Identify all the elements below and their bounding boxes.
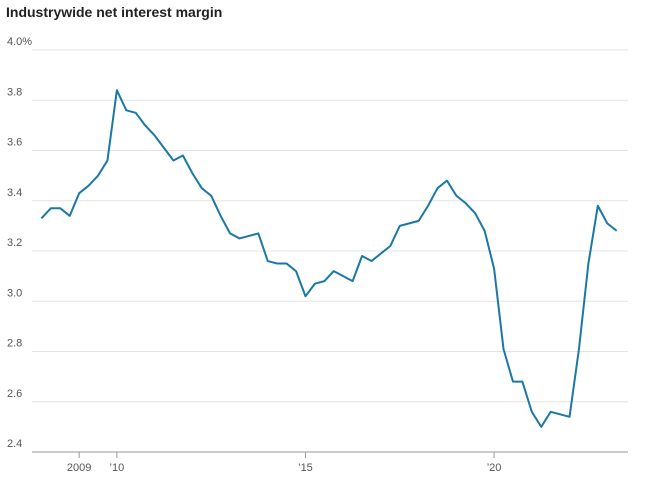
x-tick-label: ’15 [298,462,313,474]
y-tick-label: 2.6 [7,388,22,400]
y-tick-label: 3.6 [7,137,22,149]
y-tick-label: 3.4 [7,187,22,199]
data-line [40,89,618,428]
y-tick-label: 2.4 [7,438,22,450]
x-tick-label: ’10 [110,462,125,474]
x-tick-label: ’20 [487,462,502,474]
y-tick-label: 3.8 [7,86,22,98]
y-tick-label: 3.0 [7,287,22,299]
chart-title: Industrywide net interest margin [6,4,222,20]
y-tick-label: 2.8 [7,338,22,350]
y-tick-label: 4.0% [7,36,32,48]
x-tick-label: 2009 [67,462,91,474]
y-tick-label: 3.2 [7,237,22,249]
